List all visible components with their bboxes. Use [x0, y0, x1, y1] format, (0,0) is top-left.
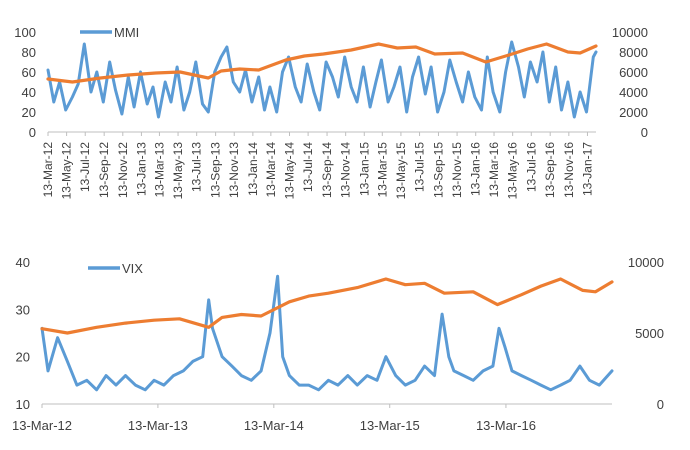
x-tick-label: 13-Sep-14	[320, 142, 334, 198]
x-tick-label: 13-Mar-13	[128, 418, 188, 433]
x-tick-label: 13-Mar-15	[375, 142, 389, 198]
x-tick-label: 13-Nov-13	[227, 142, 241, 198]
x-tick-label: 13-Jan-15	[357, 142, 371, 196]
x-tick-label: 13-Jan-14	[246, 142, 260, 196]
y-right-tick-label: 6000	[619, 65, 648, 80]
x-tick-label: 13-May-15	[394, 142, 408, 200]
x-tick-label: 13-Jul-12	[78, 142, 92, 192]
x-tick-label: 13-Nov-15	[450, 142, 464, 198]
x-tick-label: 13-May-12	[60, 142, 74, 200]
y-left-tick-label: 100	[14, 25, 36, 40]
y-left-tick-label: 60	[22, 65, 36, 80]
x-tick-label: 13-Sep-16	[543, 142, 557, 198]
x-tick-label: 13-Sep-12	[97, 142, 111, 198]
y-left-tick-label: 10	[16, 397, 30, 412]
x-tick-label: 13-Nov-16	[562, 142, 576, 198]
x-tick-label: 13-Mar-16	[476, 418, 536, 433]
x-tick-label: 13-Jul-13	[190, 142, 204, 192]
x-tick-label: 13-Mar-13	[152, 142, 166, 198]
y-right-tick-label: 0	[657, 397, 664, 412]
legend-label: MMI	[114, 25, 139, 40]
series-line-index	[40, 277, 614, 335]
y-left-tick-label: 20	[16, 350, 30, 365]
x-tick-label: 13-Nov-14	[339, 142, 353, 198]
x-tick-label: 13-May-16	[506, 142, 520, 200]
y-left-tick-label: 20	[22, 105, 36, 120]
y-left-tick-label: 40	[22, 85, 36, 100]
y-left-tick-label: 40	[16, 255, 30, 270]
x-tick-label: 13-Mar-14	[244, 418, 304, 433]
y-right-tick-label: 4000	[619, 85, 648, 100]
y-right-tick-label: 0	[641, 125, 648, 140]
y-left-tick-label: 0	[29, 125, 36, 140]
y-right-tick-label: 10000	[628, 255, 664, 270]
y-right-tick-label: 2000	[619, 105, 648, 120]
x-tick-label: 13-Mar-12	[41, 142, 55, 198]
x-tick-label: 13-Mar-15	[360, 418, 420, 433]
x-tick-label: 13-Mar-12	[12, 418, 72, 433]
y-left-tick-label: 30	[16, 302, 30, 317]
chart-1: 0 20 40 60 80 100 0 2000 4000 6000 8000 10000 13-Mar…	[14, 25, 648, 199]
x-tick-label: 13-Jul-15	[413, 142, 427, 192]
x-tick-label: 13-Nov-12	[116, 142, 130, 198]
y-left-tick-label: 80	[22, 45, 36, 60]
series-line-index	[46, 42, 598, 84]
y-right-tick-label: 10000	[612, 25, 648, 40]
series-line-mmi	[46, 40, 598, 119]
series-line-vix	[40, 274, 614, 392]
x-tick-label: 13-Jul-16	[524, 142, 538, 192]
x-tick-label: 13-Sep-15	[431, 142, 445, 198]
legend-label: VIX	[122, 261, 143, 276]
x-tick-label: 13-Jan-13	[134, 142, 148, 196]
y-right-tick-label: 5000	[635, 326, 664, 341]
x-tick-label: 13-Jan-17	[580, 142, 594, 196]
x-tick-label: 13-May-14	[282, 142, 296, 200]
y-right-tick-label: 8000	[619, 45, 648, 60]
x-tick-label: 13-Jul-14	[301, 142, 315, 192]
x-tick-label: 13-Mar-16	[487, 142, 501, 198]
legend: MMI	[80, 25, 139, 40]
x-tick-label: 13-Jan-16	[469, 142, 483, 196]
x-tick-label: 13-Sep-13	[209, 142, 223, 198]
legend: VIX	[88, 261, 143, 276]
x-tick-label: 13-Mar-14	[264, 142, 278, 198]
x-tick-label: 13-May-13	[171, 142, 185, 200]
chart-2: 10 20 30 40 0 5000 10000 13-Mar-12 13-Mar-13 13-M…	[12, 255, 664, 433]
